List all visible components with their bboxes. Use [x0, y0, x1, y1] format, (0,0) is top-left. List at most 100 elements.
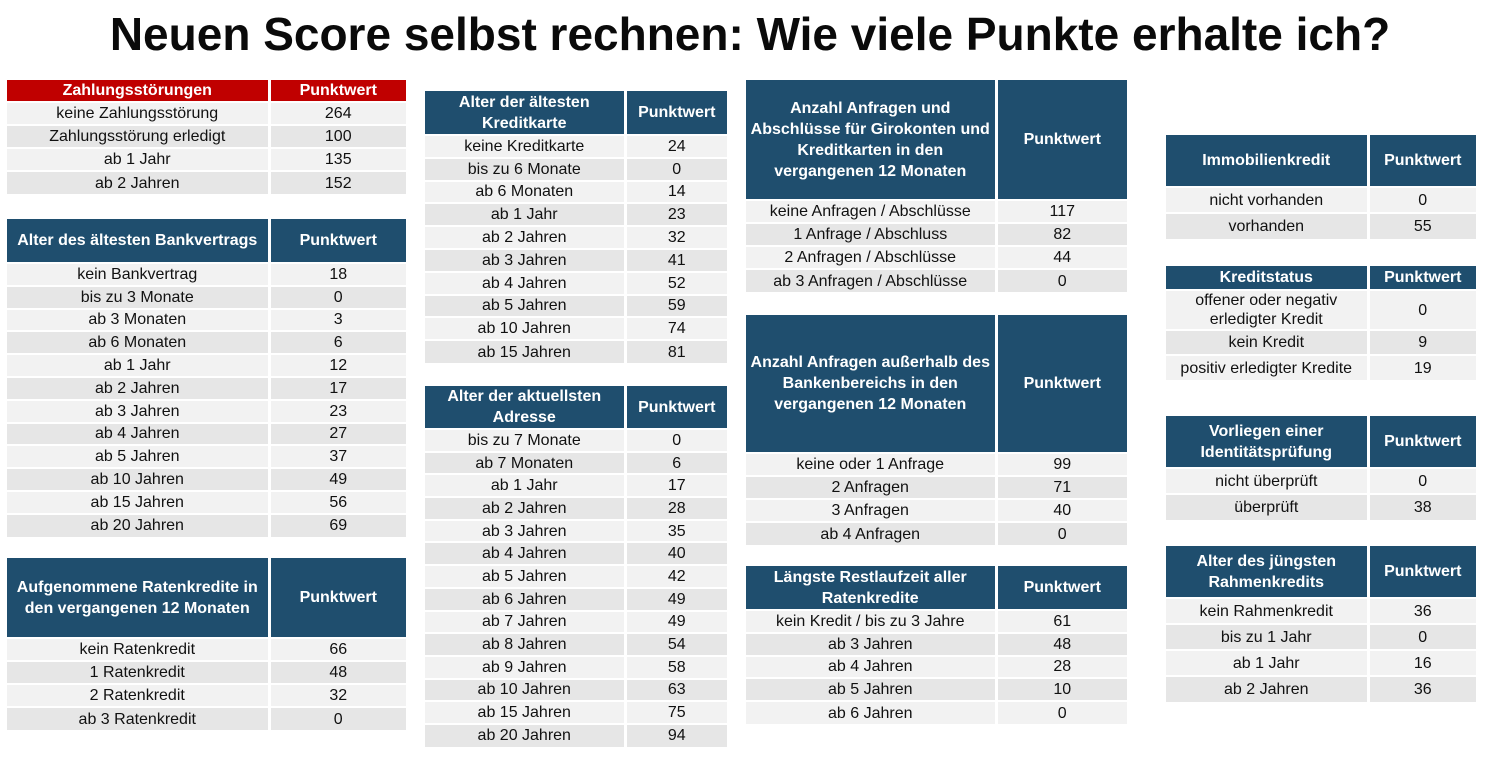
row-label: ab 8 Jahren: [425, 632, 627, 656]
table-header-criterion: Längste Restlaufzeit aller Ratenkredite: [746, 566, 998, 610]
table-row: ab 3 Jahren 48: [746, 631, 1127, 656]
table-row: positiv erledigter Kredite 19: [1166, 354, 1476, 380]
row-value: 28: [996, 654, 1127, 679]
table-row: ab 6 Monaten 14: [425, 179, 727, 204]
row-value: 264: [269, 101, 406, 125]
table-rahmenkredit: Alter des jüngsten Rahmenkredits Punktwer…: [1166, 546, 1476, 702]
row-value: 38: [1368, 493, 1476, 520]
table-header-punktwert: Punktwert: [1368, 416, 1476, 468]
row-value: 12: [269, 353, 406, 377]
row-value: 42: [625, 564, 727, 588]
table-row: ab 4 Jahren 40: [425, 541, 727, 566]
row-value: 52: [625, 270, 727, 295]
row-label: ab 1 Jahr: [7, 147, 271, 171]
table-row: überprüft 38: [1166, 493, 1476, 520]
row-label: ab 6 Monaten: [7, 330, 271, 355]
row-value: 40: [996, 498, 1127, 522]
row-label: ab 20 Jahren: [425, 722, 627, 747]
row-value: 6: [625, 450, 727, 475]
row-value: 0: [996, 521, 1127, 545]
row-label: ab 10 Jahren: [7, 467, 271, 491]
row-label: ab 4 Jahren: [425, 541, 627, 566]
row-label: Zahlungsstörung erledigt: [7, 124, 271, 148]
row-value: 17: [269, 375, 406, 400]
table-row: bis zu 7 Monate 0: [425, 428, 727, 452]
table-row: ab 1 Jahr 12: [7, 353, 406, 377]
row-value: 75: [625, 700, 727, 724]
table-row: ab 8 Jahren 54: [425, 632, 727, 656]
table-header-criterion: Alter der ältesten Kreditkarte: [425, 91, 627, 135]
row-value: 48: [996, 631, 1127, 656]
row-value: 14: [625, 179, 727, 204]
table-header-criterion: Zahlungsstörungen: [7, 80, 271, 102]
row-label: ab 9 Jahren: [425, 654, 627, 679]
row-label: 3 Anfragen: [746, 498, 998, 522]
row-label: ab 5 Jahren: [7, 444, 271, 469]
table-row: kein Kredit / bis zu 3 Jahre 61: [746, 609, 1127, 633]
table-row: ab 1 Jahr 23: [425, 202, 727, 227]
row-value: 0: [1368, 467, 1476, 494]
table-row: ab 2 Jahren 36: [1166, 675, 1476, 702]
table-row: ab 5 Jahren 37: [7, 444, 406, 469]
table-anfragen-ausserhalb: Anzahl Anfragen außerhalb des Bankenbere…: [746, 315, 1127, 545]
row-value: 19: [1368, 354, 1476, 380]
row-value: 69: [269, 512, 406, 537]
row-label: ab 15 Jahren: [425, 700, 627, 724]
table-zahlungsstoerungen: Zahlungsstörungen Punktwert keine Zahlungs…: [7, 80, 406, 194]
table-row: ab 3 Jahren 41: [425, 247, 727, 272]
table-row: ab 5 Jahren 59: [425, 293, 727, 318]
row-label: bis zu 7 Monate: [425, 428, 627, 452]
row-label: ab 1 Jahr: [425, 473, 627, 498]
table-ratenkredite: Aufgenommene Ratenkredite in den vergang…: [7, 558, 406, 730]
row-label: ab 10 Jahren: [425, 316, 627, 341]
table-alter-kreditkarte: Alter der ältesten Kreditkarte Punktwert k…: [425, 91, 727, 363]
row-label: ab 7 Jahren: [425, 609, 627, 634]
row-label: keine Kreditkarte: [425, 134, 627, 158]
table-header-criterion: Aufgenommene Ratenkredite in den vergang…: [7, 558, 271, 638]
table-row: ab 15 Jahren 56: [7, 489, 406, 514]
row-label: ab 4 Jahren: [7, 421, 271, 446]
row-value: 58: [625, 654, 727, 679]
row-label: kein Kredit / bis zu 3 Jahre: [746, 609, 998, 633]
row-label: ab 6 Jahren: [746, 700, 998, 724]
row-label: bis zu 3 Monate: [7, 284, 271, 309]
row-label: ab 3 Jahren: [425, 247, 627, 272]
row-value: 99: [996, 452, 1127, 476]
table-row: kein Kredit 9: [1166, 329, 1476, 355]
row-value: 0: [996, 268, 1127, 292]
row-label: ab 3 Ratenkredit: [7, 706, 271, 730]
page-title: Neuen Score selbst rechnen: Wie viele Pu…: [109, 8, 1391, 60]
row-label: ab 7 Monaten: [425, 450, 627, 475]
table-row: ab 20 Jahren 94: [425, 722, 727, 747]
table-row: kein Ratenkredit 66: [7, 637, 406, 661]
table-header-punktwert: Punktwert: [269, 80, 406, 102]
row-label: ab 2 Jahren: [425, 496, 627, 520]
table-row: ab 3 Jahren 23: [7, 398, 406, 423]
row-value: 54: [625, 632, 727, 656]
table-row: ab 6 Monaten 6: [7, 330, 406, 355]
row-value: 0: [269, 284, 406, 309]
row-label: ab 2 Jahren: [7, 170, 271, 194]
row-label: kein Kredit: [1166, 329, 1370, 355]
row-label: ab 15 Jahren: [7, 489, 271, 514]
row-label: kein Bankvertrag: [7, 262, 271, 286]
row-value: 59: [625, 293, 727, 318]
row-value: 48: [269, 660, 406, 684]
row-value: 44: [996, 245, 1127, 269]
table-row: ab 3 Ratenkredit 0: [7, 706, 406, 730]
row-value: 36: [1368, 675, 1476, 702]
row-value: 41: [625, 247, 727, 272]
table-row: ab 1 Jahr 16: [1166, 649, 1476, 676]
row-value: 27: [269, 421, 406, 446]
table-row: ab 5 Jahren 10: [746, 677, 1127, 702]
table-header-criterion: Kreditstatus: [1166, 266, 1370, 290]
row-value: 49: [625, 586, 727, 611]
row-value: 55: [1368, 212, 1476, 239]
row-value: 35: [625, 518, 727, 543]
row-value: 0: [1368, 186, 1476, 213]
row-label: 2 Ratenkredit: [7, 683, 271, 707]
row-value: 0: [269, 706, 406, 730]
row-value: 63: [625, 677, 727, 702]
table-row: ab 2 Jahren 17: [7, 375, 406, 400]
table-row: ab 1 Jahr 135: [7, 147, 406, 171]
